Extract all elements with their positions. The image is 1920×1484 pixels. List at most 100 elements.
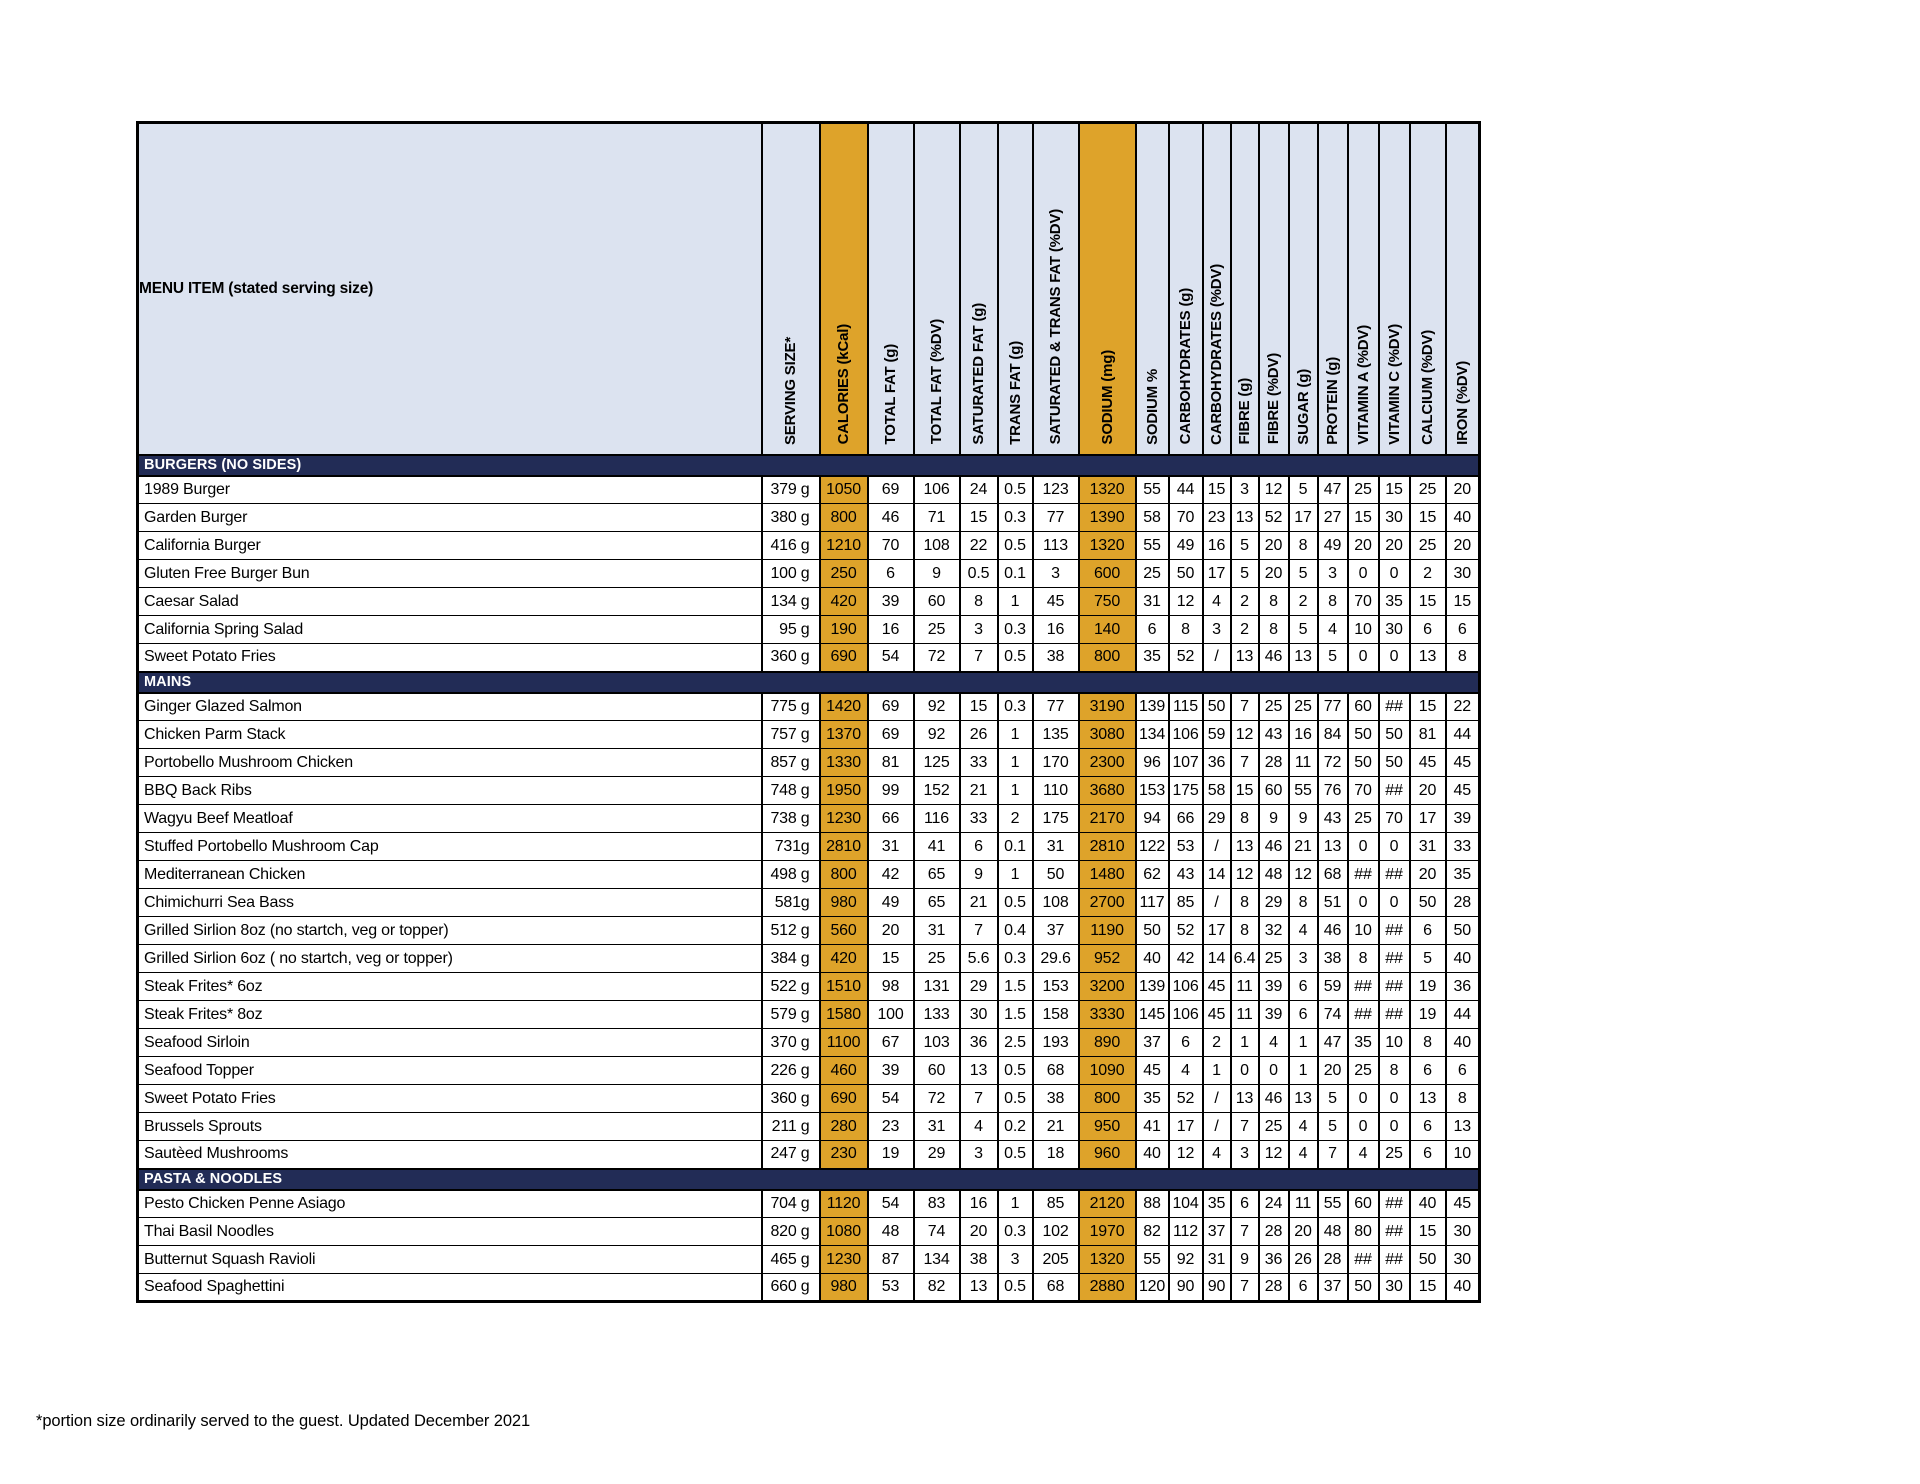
cell-calcium-dv: 13 (1408, 1084, 1447, 1113)
cell-fibre-g: 7 (1229, 1273, 1260, 1302)
cell-sodium-pct: 41 (1134, 1112, 1170, 1141)
menu-row: Wagyu Beef Meatloaf 738 g 1230 66 116 33 2 175 2… (136, 804, 1481, 833)
cell-sodium-pct: 31 (1134, 587, 1170, 616)
cell-calcium-dv: 6 (1408, 1056, 1447, 1085)
cell-carbohydrates-g: 44 (1167, 475, 1204, 504)
cell-total-fat-dv: 106 (912, 475, 961, 504)
cell-protein-g: 72 (1316, 748, 1349, 777)
cell-saturated-trans-fat-dv: 85 (1031, 1189, 1080, 1218)
column-header-label: SERVING SIZE* (782, 336, 799, 445)
cell-fibre-dv: 43 (1257, 720, 1290, 749)
cell-saturated-fat-g: 20 (958, 1217, 999, 1246)
cell-calories: 420 (818, 587, 869, 616)
cell-fibre-g: 13 (1229, 643, 1260, 672)
cell-total-fat-dv: 31 (912, 916, 961, 945)
cell-calories: 1420 (818, 692, 869, 721)
cell-calories: 230 (818, 1140, 869, 1169)
cell-trans-fat-g: 0.3 (996, 692, 1034, 721)
cell-iron-dv: 13 (1444, 1112, 1481, 1141)
cell-saturated-fat-g: 0.5 (958, 559, 999, 588)
menu-item-name: Thai Basil Noodles (136, 1217, 763, 1246)
cell-total-fat-dv: 103 (912, 1028, 961, 1057)
menu-item-name: Sautèed Mushrooms (136, 1140, 763, 1169)
cell-sodium-pct: 40 (1134, 944, 1170, 973)
cell-protein-g: 77 (1316, 692, 1349, 721)
section-title: BURGERS (NO SIDES) (136, 453, 1481, 477)
column-header-calcium-dv: CALCIUM (%DV) (1408, 122, 1447, 455)
cell-total-fat-dv: 92 (912, 692, 961, 721)
cell-vitamin-c-dv: ## (1377, 1189, 1411, 1218)
cell-carbohydrates-dv: 45 (1201, 972, 1232, 1001)
cell-protein-g: 43 (1316, 804, 1349, 833)
cell-fibre-g: 15 (1229, 776, 1260, 805)
cell-serving-size: 522 g (760, 972, 821, 1001)
cell-fibre-dv: 12 (1257, 1140, 1290, 1169)
cell-total-fat-g: 67 (866, 1028, 915, 1057)
cell-iron-dv: 39 (1444, 804, 1481, 833)
cell-sugar-g: 13 (1287, 1084, 1319, 1113)
cell-vitamin-a-dv: ## (1346, 860, 1380, 889)
cell-vitamin-a-dv: 0 (1346, 1084, 1380, 1113)
menu-row: Seafood Topper 226 g 460 39 60 13 0.5 68 1090 45 4… (136, 1056, 1481, 1085)
cell-calories: 1120 (818, 1189, 869, 1218)
cell-protein-g: 8 (1316, 587, 1349, 616)
cell-sodium-pct: 25 (1134, 559, 1170, 588)
cell-fibre-g: 13 (1229, 832, 1260, 861)
cell-trans-fat-g: 1 (996, 748, 1034, 777)
cell-serving-size: 465 g (760, 1245, 821, 1274)
cell-sodium-pct: 82 (1134, 1217, 1170, 1246)
cell-carbohydrates-g: 52 (1167, 643, 1204, 672)
cell-protein-g: 74 (1316, 1000, 1349, 1029)
menu-row: Sweet Potato Fries 360 g 690 54 72 7 0.5 38 800 3… (136, 643, 1481, 672)
cell-carbohydrates-g: 104 (1167, 1189, 1204, 1218)
cell-serving-size: 748 g (760, 776, 821, 805)
cell-fibre-g: 7 (1229, 1112, 1260, 1141)
cell-fibre-g: 8 (1229, 888, 1260, 917)
cell-total-fat-dv: 108 (912, 531, 961, 560)
cell-sodium-pct: 62 (1134, 860, 1170, 889)
menu-row: Seafood Sirloin 370 g 1100 67 103 36 2.5 193 890… (136, 1028, 1481, 1057)
cell-serving-size: 360 g (760, 1084, 821, 1113)
cell-iron-dv: 10 (1444, 1140, 1481, 1169)
cell-fibre-dv: 20 (1257, 531, 1290, 560)
column-header-label: FIBRE (g) (1236, 377, 1253, 445)
cell-fibre-dv: 0 (1257, 1056, 1290, 1085)
cell-vitamin-a-dv: 0 (1346, 1112, 1380, 1141)
cell-trans-fat-g: 0.5 (996, 475, 1034, 504)
cell-total-fat-g: 15 (866, 944, 915, 973)
cell-fibre-g: 13 (1229, 503, 1260, 532)
cell-sodium-pct: 88 (1134, 1189, 1170, 1218)
cell-sodium-mg: 890 (1077, 1028, 1137, 1057)
cell-sodium-mg: 800 (1077, 643, 1137, 672)
cell-protein-g: 27 (1316, 503, 1349, 532)
cell-iron-dv: 35 (1444, 860, 1481, 889)
cell-fibre-g: 6.4 (1229, 944, 1260, 973)
cell-vitamin-c-dv: 0 (1377, 832, 1411, 861)
cell-fibre-dv: 39 (1257, 1000, 1290, 1029)
cell-sugar-g: 9 (1287, 804, 1319, 833)
cell-carbohydrates-dv: 16 (1201, 531, 1232, 560)
cell-sodium-pct: 122 (1134, 832, 1170, 861)
cell-vitamin-a-dv: ## (1346, 1245, 1380, 1274)
cell-sodium-pct: 6 (1134, 615, 1170, 644)
cell-total-fat-dv: 82 (912, 1273, 961, 1302)
cell-vitamin-a-dv: 50 (1346, 1273, 1380, 1302)
cell-iron-dv: 20 (1444, 475, 1481, 504)
cell-sodium-pct: 40 (1134, 1140, 1170, 1169)
column-header-label: TRANS FAT (g) (1006, 340, 1024, 445)
cell-saturated-fat-g: 21 (958, 776, 999, 805)
cell-calcium-dv: 2 (1408, 559, 1447, 588)
cell-sodium-mg: 3330 (1077, 1000, 1137, 1029)
column-header-total-fat-dv: TOTAL FAT (%DV) (912, 122, 961, 455)
cell-total-fat-g: 46 (866, 503, 915, 532)
cell-vitamin-c-dv: 0 (1377, 1112, 1411, 1141)
cell-saturated-trans-fat-dv: 38 (1031, 1084, 1080, 1113)
cell-calcium-dv: 19 (1408, 1000, 1447, 1029)
menu-row: BBQ Back Ribs 748 g 1950 99 152 21 1 110 3680 153… (136, 776, 1481, 805)
cell-trans-fat-g: 1.5 (996, 1000, 1034, 1029)
cell-sodium-mg: 1480 (1077, 860, 1137, 889)
cell-protein-g: 7 (1316, 1140, 1349, 1169)
cell-carbohydrates-g: 52 (1167, 1084, 1204, 1113)
cell-iron-dv: 28 (1444, 888, 1481, 917)
column-header-protein-g: PROTEIN (g) (1316, 122, 1349, 455)
